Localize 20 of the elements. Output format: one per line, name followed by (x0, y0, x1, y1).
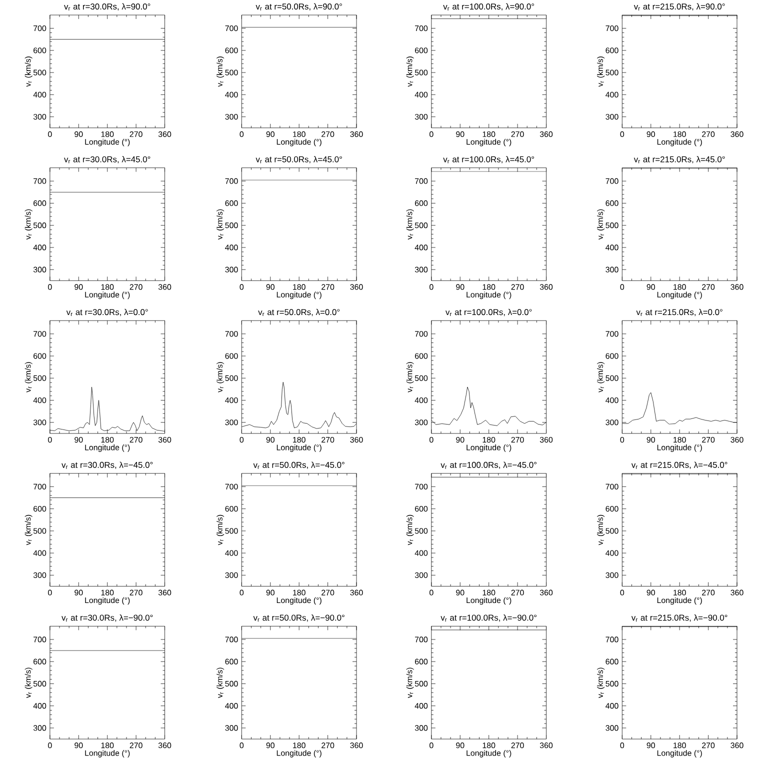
chart-title: v$_{r}$ at r=50.0Rs, λ=90.0° (256, 3, 342, 11)
chart-title: v$_{r}$ at r=50.0Rs, λ=0.0° (258, 308, 340, 316)
chart-title: v$_{r}$ at r=50.0Rs, λ=−90.0° (253, 614, 344, 622)
chart-title: v$_{r}$ at r=215.0Rs, λ=−90.0° (631, 614, 728, 622)
chart-title: v$_{r}$ at r=30.0Rs, λ=90.0° (64, 3, 150, 11)
chart-title: v$_{r}$ at r=215.0Rs, λ=90.0° (634, 3, 725, 11)
chart-title: v$_{r}$ at r=100.0Rs, λ=−45.0° (440, 462, 537, 469)
chart-title: v$_{r}$ at r=100.0Rs, λ=45.0° (443, 156, 534, 164)
chart-title: v$_{r}$ at r=30.0Rs, λ=−45.0° (62, 462, 153, 469)
chart-title: v$_{r}$ at r=50.0Rs, λ=−45.0° (253, 462, 344, 469)
chart-title: v$_{r}$ at r=215.0Rs, λ=−45.0° (631, 462, 728, 469)
chart-title: v$_{r}$ at r=100.0Rs, λ=90.0° (443, 3, 534, 11)
chart-title: v$_{r}$ at r=30.0Rs, λ=0.0° (66, 308, 148, 316)
chart-title: v$_{r}$ at r=100.0Rs, λ=0.0° (446, 308, 532, 316)
chart-title: v$_{r}$ at r=30.0Rs, λ=45.0° (64, 156, 150, 164)
chart-title: v$_{r}$ at r=215.0Rs, λ=0.0° (636, 308, 722, 316)
chart-title: v$_{r}$ at r=100.0Rs, λ=−90.0° (440, 614, 537, 622)
chart-title: v$_{r}$ at r=50.0Rs, λ=45.0° (256, 156, 342, 164)
chart-title: v$_{r}$ at r=215.0Rs, λ=45.0° (634, 156, 725, 164)
chart-title: v$_{r}$ at r=30.0Rs, λ=−90.0° (62, 614, 153, 622)
